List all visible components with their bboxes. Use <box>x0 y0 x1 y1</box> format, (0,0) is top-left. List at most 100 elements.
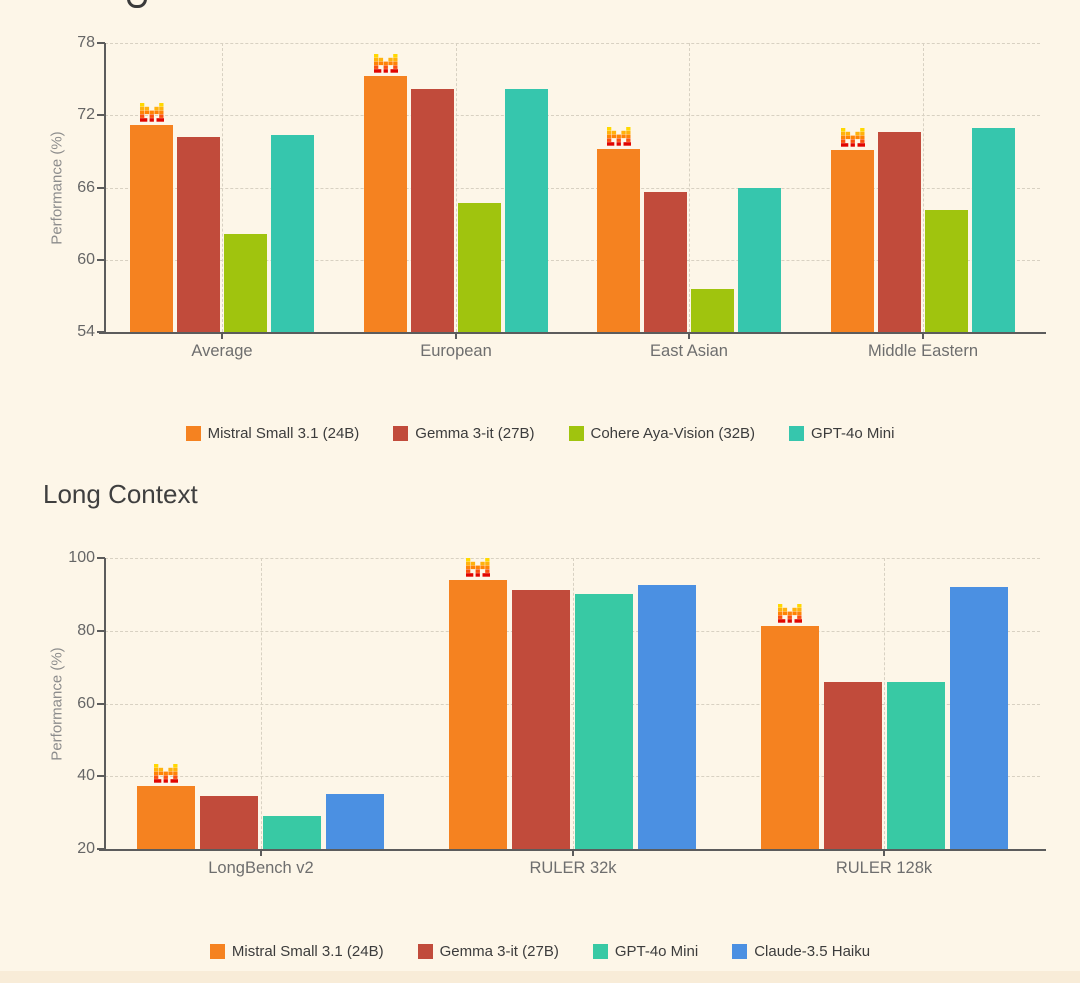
bar[interactable] <box>972 128 1015 332</box>
legend: Mistral Small 3.1 (24B) Gemma 3-it (27B) G… <box>0 943 1080 960</box>
bar[interactable] <box>878 132 921 332</box>
x-category-label: RULER 32k <box>529 859 617 877</box>
y-tick-mark <box>97 775 105 777</box>
legend-item[interactable]: Claude-3.5 Haiku <box>732 943 870 960</box>
y-tick-label: 72 <box>77 106 95 123</box>
bar[interactable] <box>505 89 548 332</box>
bar[interactable] <box>824 682 882 849</box>
mistral-logo-icon <box>606 127 631 146</box>
gridline <box>573 558 574 849</box>
y-axis-line <box>104 43 106 332</box>
x-category-label: LongBench v2 <box>208 859 314 877</box>
legend-label: Cohere Aya-Vision (32B) <box>590 425 756 442</box>
legend-label: GPT-4o Mini <box>811 425 895 442</box>
bar[interactable] <box>200 796 258 849</box>
bar[interactable] <box>458 203 501 332</box>
legend-swatch <box>732 944 748 959</box>
legend-swatch <box>393 426 409 441</box>
clipped-title-fragment <box>127 0 147 8</box>
x-tick-mark <box>455 333 457 339</box>
bar[interactable] <box>887 682 945 849</box>
legend-label: Mistral Small 3.1 (24B) <box>207 425 360 442</box>
bar[interactable] <box>575 594 633 849</box>
bar[interactable] <box>364 76 407 332</box>
gridline <box>689 43 690 332</box>
legend-item[interactable]: GPT-4o Mini <box>592 943 698 960</box>
legend-item[interactable]: Cohere Aya-Vision (32B) <box>568 425 756 442</box>
mistral-logo-icon <box>373 54 398 73</box>
bar[interactable] <box>263 816 321 849</box>
x-tick-mark <box>883 850 885 856</box>
bar[interactable] <box>738 188 781 332</box>
y-tick-mark <box>97 42 105 44</box>
bar[interactable] <box>597 149 640 332</box>
x-tick-mark <box>688 333 690 339</box>
y-tick-label: 40 <box>77 767 95 784</box>
bar[interactable] <box>691 289 734 332</box>
legend-label: Gemma 3-it (27B) <box>439 943 559 960</box>
legend-item[interactable]: Gemma 3-it (27B) <box>393 425 535 442</box>
y-tick-mark <box>97 557 105 559</box>
legend-item[interactable]: Mistral Small 3.1 (24B) <box>209 943 384 960</box>
mistral-logo-icon <box>840 128 865 147</box>
bar[interactable] <box>137 786 195 849</box>
x-axis-line <box>99 332 1046 334</box>
gridline <box>884 558 885 849</box>
legend-label: Mistral Small 3.1 (24B) <box>231 943 384 960</box>
legend-item[interactable]: GPT-4o Mini <box>789 425 894 442</box>
gridline <box>105 188 1040 189</box>
y-tick-label: 78 <box>77 34 95 51</box>
y-axis-title: Performance (%) <box>48 130 66 245</box>
y-tick-label: 100 <box>68 549 95 566</box>
y-tick-mark <box>97 259 105 261</box>
bar[interactable] <box>326 794 384 849</box>
x-tick-mark <box>922 333 924 339</box>
bar[interactable] <box>449 580 507 849</box>
x-category-label: East Asian <box>650 342 728 360</box>
legend-swatch <box>209 944 225 959</box>
bar[interactable] <box>831 150 874 332</box>
bar[interactable] <box>177 137 220 332</box>
gridline <box>105 776 1040 777</box>
bar[interactable] <box>761 626 819 849</box>
y-tick-mark <box>97 703 105 705</box>
mistral-logo-icon <box>139 103 164 122</box>
x-tick-mark <box>260 850 262 856</box>
gridline <box>105 704 1040 705</box>
legend-swatch <box>789 426 805 441</box>
legend-item[interactable]: Mistral Small 3.1 (24B) <box>185 425 360 442</box>
bar[interactable] <box>925 210 968 332</box>
x-tick-mark <box>572 850 574 856</box>
legend-swatch <box>185 426 201 441</box>
bottom-strip <box>0 971 1080 983</box>
y-tick-label: 66 <box>77 179 95 196</box>
legend-swatch <box>592 944 608 959</box>
bar[interactable] <box>638 585 696 849</box>
x-tick-mark <box>221 333 223 339</box>
y-tick-label: 60 <box>77 695 95 712</box>
legend-label: Claude-3.5 Haiku <box>754 943 871 960</box>
legend-swatch <box>568 426 584 441</box>
y-tick-mark <box>97 630 105 632</box>
bar[interactable] <box>950 587 1008 849</box>
gridline <box>261 558 262 849</box>
y-axis-line <box>104 558 106 849</box>
y-axis-title: Performance (%) <box>48 646 66 761</box>
y-tick-label: 60 <box>77 251 95 268</box>
bar[interactable] <box>644 192 687 332</box>
x-category-label: European <box>420 342 492 360</box>
bar[interactable] <box>512 590 570 849</box>
bar[interactable] <box>130 125 173 332</box>
x-axis-line <box>99 849 1046 851</box>
bar[interactable] <box>271 135 314 332</box>
gridline <box>105 558 1040 559</box>
legend-item[interactable]: Gemma 3-it (27B) <box>417 943 559 960</box>
bar[interactable] <box>411 89 454 332</box>
bar[interactable] <box>224 234 267 332</box>
mistral-logo-icon <box>778 604 802 623</box>
legend-swatch <box>417 944 433 959</box>
y-tick-label: 54 <box>77 323 95 340</box>
gridline <box>923 43 924 332</box>
legend: Mistral Small 3.1 (24B) Gemma 3-it (27B) C… <box>0 425 1080 442</box>
